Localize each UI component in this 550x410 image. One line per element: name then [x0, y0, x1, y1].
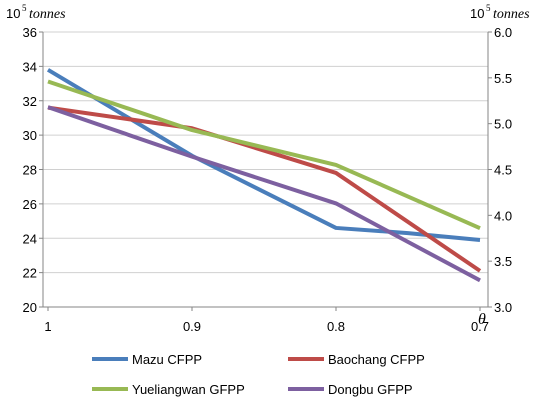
right-unit-word: tonnes [493, 7, 530, 22]
series-line-yueliangwan-gfpp [47, 79, 481, 230]
left-tick-label: 36 [23, 25, 37, 40]
right-tick-label: 3.5 [494, 254, 512, 269]
left-tick-label: 34 [23, 59, 37, 74]
left-tick-label: 28 [23, 163, 37, 178]
legend-label-dongbu-gfpp: Dongbu GFPP [328, 382, 413, 397]
legend: Mazu CFPP Baochang CFPP Yueliangwan GFPP Do… [92, 352, 425, 397]
series-line-mazu-cfpp [46, 68, 481, 242]
right-unit-exp: 5 [486, 3, 491, 13]
left-tick-label: 20 [23, 300, 37, 315]
right-tick-label: 5.0 [494, 117, 512, 132]
right-tick-label: 4.0 [494, 208, 512, 223]
series-line-baochang-cfpp [47, 105, 482, 273]
x-tick-label: 1 [44, 319, 51, 334]
right-tick-label: 6.0 [494, 25, 512, 40]
x-tick-label: 0.8 [327, 319, 345, 334]
left-unit-exp: 5 [22, 3, 27, 13]
left-tick-label: 22 [23, 266, 37, 281]
right-unit-base: 10 [470, 6, 484, 21]
legend-label-baochang-cfpp: Baochang CFPP [328, 352, 425, 367]
legend-label-mazu-cfpp: Mazu CFPP [132, 352, 202, 367]
left-tick-label: 32 [23, 94, 37, 109]
x-tick-label: 0.9 [183, 319, 201, 334]
left-tick-label: 24 [23, 231, 37, 246]
right-tick-label: 3.0 [494, 300, 512, 315]
left-tick-label: 30 [23, 128, 37, 143]
x-tick-label: 0.7 [471, 319, 489, 334]
series-lines [46, 68, 482, 283]
left-unit-word: tonnes [29, 7, 66, 22]
series-line-dongbu-gfpp [47, 105, 481, 283]
left-tick-label: 26 [23, 197, 37, 212]
x-axis-label: θ [478, 311, 486, 328]
legend-label-yueliangwan-gfpp: Yueliangwan GFPP [132, 382, 245, 397]
right-tick-label: 5.5 [494, 71, 512, 86]
tick-labels: 20 22 24 26 28 30 32 34 36 3.0 3.5 4.0 4.5 5.0 5.5 6.0 1… [23, 25, 513, 334]
gridlines [43, 31, 488, 308]
left-unit-base: 10 [6, 6, 20, 21]
right-tick-label: 4.5 [494, 163, 512, 178]
